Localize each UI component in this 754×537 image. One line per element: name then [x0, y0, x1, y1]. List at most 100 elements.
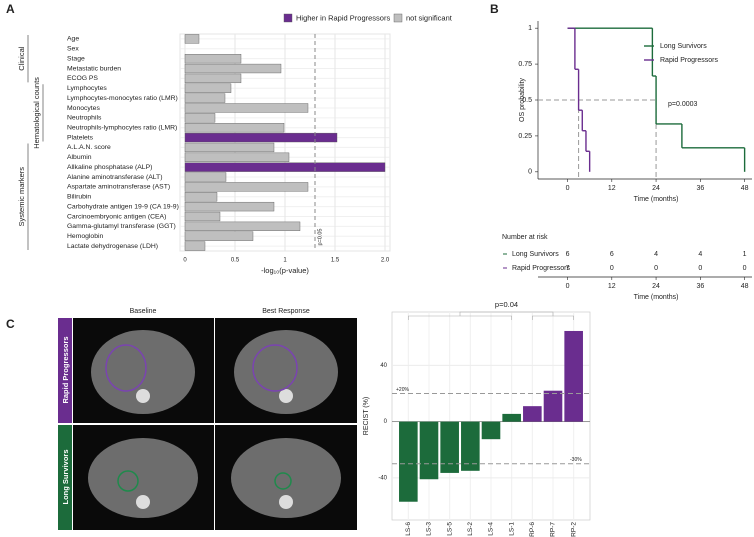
lesion-outline — [252, 344, 298, 392]
x-tick-label: 1 — [283, 258, 287, 264]
risk-value: 7 — [566, 265, 570, 272]
x-tick-label: RP-7 — [550, 522, 557, 537]
y-axis-label: OS probability — [519, 78, 526, 122]
row-band — [58, 425, 72, 530]
bar — [184, 113, 216, 123]
x-axis-label: Time (months) — [634, 294, 679, 301]
bar — [184, 132, 338, 143]
annotation: p=0.04 — [495, 300, 518, 309]
panel-label: C — [6, 317, 15, 331]
x-tick-label: 2.0 — [381, 258, 390, 264]
row-label: Long Survivors — [61, 449, 70, 504]
y-tick-label: Gamma-glutamyl transferase (GGT) — [67, 223, 176, 230]
x-tick-label: LS-3 — [426, 522, 433, 536]
row-band — [58, 318, 72, 423]
bar — [184, 152, 290, 162]
ct-spine — [136, 495, 150, 509]
y-tick-label: Age — [67, 36, 79, 43]
bar — [481, 421, 501, 440]
bar — [184, 231, 254, 241]
bar — [399, 421, 418, 502]
x-tick-label: 0.5 — [231, 258, 240, 264]
bar — [184, 93, 226, 103]
risk-value: 0 — [654, 265, 658, 272]
ct-body — [231, 438, 341, 518]
y-tick-label: 0 — [528, 169, 532, 176]
group-label: Clinical — [17, 46, 26, 71]
x-tick-label: LS-2 — [467, 522, 474, 536]
bar — [184, 54, 242, 64]
y-tick-label: Metastatic burden — [67, 65, 121, 72]
bar — [184, 201, 275, 212]
y-tick-label: 0.5 — [522, 97, 532, 104]
y-tick-label: Neutrophils — [67, 115, 102, 122]
legend-label: Higher in Rapid Progressors — [296, 13, 390, 22]
lesion-outline — [105, 344, 147, 392]
y-tick-label: Allkaline phosphatase (ALP) — [67, 164, 152, 171]
bar — [184, 83, 232, 93]
y-tick-label: 0.25 — [518, 133, 532, 140]
ct-body — [91, 330, 195, 414]
y-tick-label: Lactate dehydrogenase (LDH) — [67, 243, 158, 250]
risk-value: 6 — [610, 251, 614, 258]
bar — [543, 390, 563, 422]
x-tick-label: 36 — [696, 283, 704, 290]
x-tick-label: 12 — [608, 185, 616, 192]
bar — [461, 421, 480, 471]
column-header: Baseline — [130, 308, 157, 315]
bar — [184, 73, 242, 84]
x-tick-label: RP-6 — [529, 522, 536, 537]
column-header: Best Response — [262, 308, 310, 315]
ct-images: Baseline Best Response Rapid Progressors… — [58, 308, 357, 530]
reference-label: -30% — [570, 457, 582, 463]
risk-row-label: Rapid Progressors — [512, 265, 570, 272]
bar — [184, 192, 218, 202]
risk-row-label: Long Survivors — [512, 251, 559, 258]
x-tick-label: LS-4 — [488, 522, 495, 536]
bar — [184, 221, 301, 231]
risk-value: 4 — [698, 251, 702, 258]
x-tick-label: 0 — [183, 258, 187, 264]
x-tick-label: LS-6 — [405, 522, 412, 536]
legend-swatch — [393, 13, 403, 23]
y-tick-label: Bilirubin — [67, 194, 91, 201]
risk-value: 4 — [654, 251, 658, 258]
bar — [564, 330, 583, 422]
x-tick-label: 12 — [608, 283, 616, 290]
ct-spine — [279, 495, 293, 509]
bar — [184, 103, 309, 113]
y-tick-label: ECOG PS — [67, 75, 98, 82]
x-axis-label: Time (months) — [634, 196, 679, 203]
y-tick-label: Stage — [67, 55, 85, 62]
reference-label: p=0.05 — [317, 229, 323, 246]
x-tick-label: 36 — [696, 185, 704, 192]
bar — [184, 241, 206, 251]
x-tick-label: 24 — [652, 283, 660, 290]
y-tick-label: Neutrophils-lymphocytes ratio (LMR) — [67, 125, 177, 132]
ct-body — [88, 438, 198, 518]
significance-bracket — [408, 311, 574, 320]
y-tick-label: Lymphocytes-monocytes ratio (LMR) — [67, 95, 178, 102]
x-axis-label: -log₁₀(p-value) — [261, 266, 309, 275]
bar — [419, 421, 439, 480]
y-tick-label: -40 — [378, 475, 387, 481]
x-tick-label: 0 — [566, 283, 570, 290]
x-tick-label: LS-1 — [508, 522, 515, 536]
bar — [502, 413, 521, 422]
legend-label: Rapid Progressors — [660, 57, 718, 64]
risk-value: 0 — [743, 265, 747, 272]
y-tick-label: Carbohydrate antigen 19-9 (CA 19-9) — [67, 203, 179, 210]
risk-value: 0 — [610, 265, 614, 272]
y-tick-label: Platelets — [67, 134, 94, 141]
panel-label: B — [490, 2, 499, 16]
bar — [184, 34, 200, 44]
risk-value: 0 — [698, 265, 702, 272]
group-label: Systemic markers — [17, 167, 26, 227]
x-tick-label: LS-5 — [446, 522, 453, 536]
y-tick-label: Alanine aminotransferase (ALT) — [67, 174, 162, 181]
y-tick-label: Hemoglobin — [67, 233, 103, 240]
reference-label: +20% — [396, 387, 409, 393]
x-tick-label: 0 — [566, 185, 570, 192]
y-tick-label: A.L.A.N. score — [67, 144, 111, 151]
